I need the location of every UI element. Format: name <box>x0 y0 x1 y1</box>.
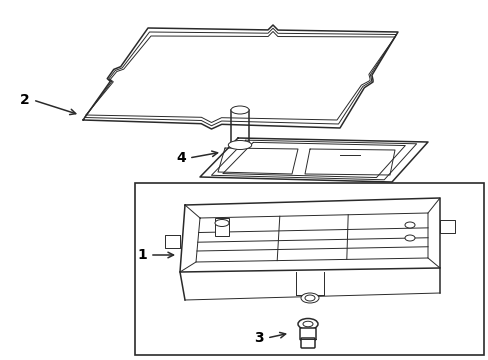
Ellipse shape <box>301 293 318 303</box>
Ellipse shape <box>297 319 317 329</box>
Text: 4: 4 <box>176 151 185 165</box>
Ellipse shape <box>404 222 414 228</box>
Ellipse shape <box>230 106 248 114</box>
Ellipse shape <box>305 295 314 301</box>
Text: 1: 1 <box>137 248 147 262</box>
Ellipse shape <box>303 321 312 327</box>
Ellipse shape <box>215 220 228 226</box>
Text: 3: 3 <box>254 331 264 345</box>
FancyBboxPatch shape <box>299 328 315 340</box>
Text: 2: 2 <box>20 93 30 107</box>
FancyBboxPatch shape <box>301 338 314 348</box>
Ellipse shape <box>404 235 414 241</box>
Bar <box>215 218 228 236</box>
Ellipse shape <box>228 140 251 149</box>
Bar <box>135 183 483 355</box>
